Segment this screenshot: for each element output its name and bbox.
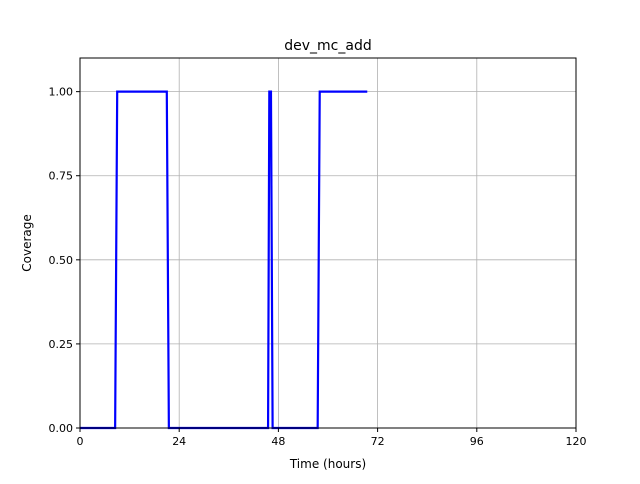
y-axis-label: Coverage: [20, 214, 34, 272]
series-layer: [80, 90, 368, 430]
x-tick-label: 48: [271, 435, 285, 448]
y-tick-label: 0.00: [49, 422, 74, 435]
x-tick-label: 96: [470, 435, 484, 448]
y-axis-ticks: 0.00 0.25 0.50 0.75 1.00: [49, 86, 80, 435]
y-tick-label: 0.75: [49, 170, 74, 183]
coverage-series-line: [80, 90, 368, 430]
plot-area-frame: [79, 57, 577, 429]
y-tick-label: 0.50: [49, 254, 74, 267]
x-tick-label: 120: [566, 435, 587, 448]
chart-title: dev_mc_add: [284, 38, 371, 54]
y-tick-label: 0.25: [49, 338, 74, 351]
x-axis-ticks: 0 24 48 72 96 120: [77, 428, 587, 448]
x-tick-label: 72: [371, 435, 385, 448]
y-tick-label: 1.00: [49, 86, 74, 99]
x-axis-label: Time (hours): [289, 457, 366, 471]
x-tick-label: 24: [172, 435, 186, 448]
x-tick-label: 0: [77, 435, 84, 448]
